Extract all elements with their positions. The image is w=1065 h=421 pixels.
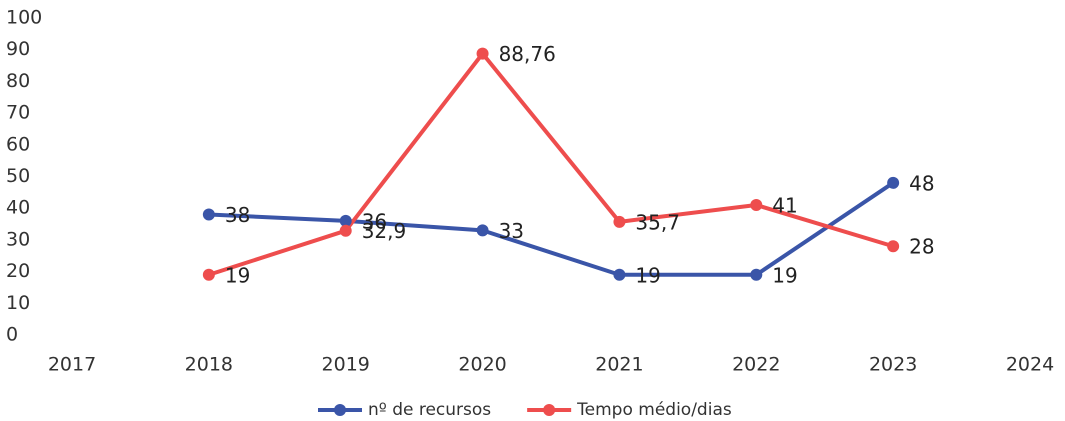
data-label: 19 xyxy=(772,263,797,287)
data-label: 88,76 xyxy=(499,42,556,66)
data-label: 48 xyxy=(909,171,934,195)
data-label: 35,7 xyxy=(635,210,680,234)
y-tick-label: 60 xyxy=(6,133,30,155)
data-point xyxy=(202,268,215,281)
x-tick-label: 2023 xyxy=(869,354,917,376)
data-label: 41 xyxy=(772,194,797,218)
series-line xyxy=(208,51,894,277)
y-tick-label: 100 xyxy=(6,7,42,29)
data-label: 33 xyxy=(499,219,524,243)
x-tick-label: 2022 xyxy=(732,354,780,376)
data-point xyxy=(887,240,900,253)
data-point xyxy=(887,176,900,189)
data-point xyxy=(750,268,763,281)
y-tick-label: 70 xyxy=(6,102,30,124)
y-tick-label: 50 xyxy=(6,165,30,187)
x-tick-label: 2020 xyxy=(458,354,506,376)
legend-label: Tempo médio/dias xyxy=(576,400,732,420)
data-label: 32,9 xyxy=(362,219,407,243)
y-tick-label: 90 xyxy=(6,38,30,60)
legend-label: nº de recursos xyxy=(368,400,491,420)
legend-marker xyxy=(543,404,556,416)
y-tick-label: 80 xyxy=(6,70,30,92)
data-point xyxy=(613,215,626,228)
data-point xyxy=(339,214,352,227)
y-tick-label: 0 xyxy=(6,324,18,346)
data-label: 19 xyxy=(225,263,250,287)
x-tick-label: 2024 xyxy=(1006,354,1054,376)
y-tick-label: 30 xyxy=(6,228,30,250)
data-label: 19 xyxy=(635,263,660,287)
data-point xyxy=(750,199,763,212)
data-label: 28 xyxy=(909,235,934,259)
data-point xyxy=(476,224,489,237)
x-tick-label: 2017 xyxy=(48,354,96,376)
y-tick-label: 20 xyxy=(6,260,30,282)
x-tick-label: 2021 xyxy=(595,354,643,376)
x-tick-label: 2019 xyxy=(322,354,370,376)
legend-marker xyxy=(334,404,346,416)
data-point xyxy=(476,47,489,60)
data-point xyxy=(613,268,626,281)
y-tick-label: 10 xyxy=(6,292,30,314)
series-line xyxy=(208,181,895,277)
y-tick-label: 40 xyxy=(6,197,30,219)
x-tick-label: 2018 xyxy=(185,354,233,376)
data-label: 38 xyxy=(225,203,250,227)
data-point xyxy=(339,224,352,237)
data-label: 36 xyxy=(362,209,387,233)
data-point xyxy=(202,208,215,221)
